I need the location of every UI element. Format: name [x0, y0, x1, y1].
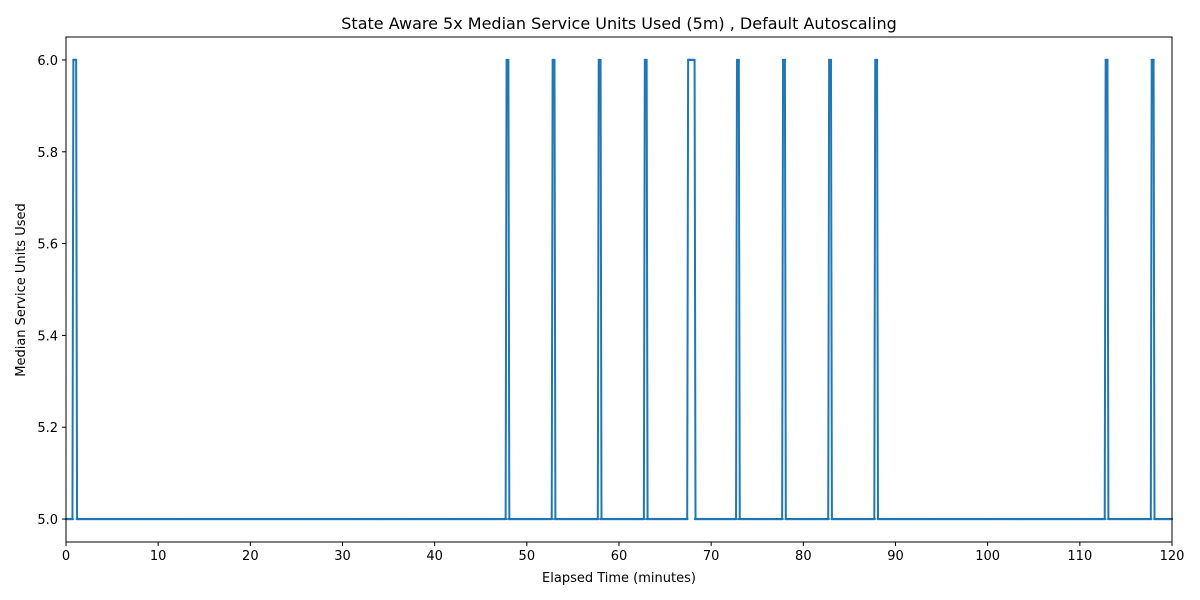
data-point: [504, 517, 508, 521]
x-axis: 0 10 20 30 40 50 60 70 80 90 100 110 120: [62, 542, 1185, 564]
data-point: [783, 58, 787, 62]
data-point: [827, 517, 830, 521]
x-tick-label: 60: [611, 549, 628, 564]
x-tick-label: 10: [150, 549, 167, 564]
data-point: [873, 517, 876, 521]
y-axis-label: Median Service Units Used: [14, 203, 29, 377]
data-point: [875, 58, 879, 62]
data-point: [597, 517, 600, 521]
data-point: [644, 58, 648, 62]
data-point: [686, 517, 689, 521]
data-point: [74, 58, 78, 62]
y-tick-label: 5.4: [37, 329, 58, 344]
data-point: [735, 517, 738, 521]
data-point: [1150, 517, 1153, 521]
x-tick-label: 50: [519, 549, 536, 564]
x-tick-label: 110: [1067, 549, 1092, 564]
x-axis-label: Elapsed Time (minutes): [542, 571, 696, 586]
x-tick-label: 20: [242, 549, 259, 564]
y-tick-label: 5.8: [37, 146, 58, 161]
y-axis: 5.0 5.2 5.4 5.6 5.8 6.0: [37, 54, 66, 528]
data-point: [829, 58, 833, 62]
data-point: [550, 517, 554, 521]
data-point: [552, 58, 555, 62]
x-tick-label: 100: [975, 549, 1000, 564]
y-tick-label: 5.2: [37, 421, 58, 436]
plot-frame: [65, 36, 1173, 543]
x-tick-label: 30: [334, 549, 351, 564]
data-point: [1103, 517, 1107, 521]
plot-area: [64, 58, 1174, 521]
x-tick-label: 0: [62, 549, 70, 564]
y-tick-label: 6.0: [37, 54, 58, 69]
chart-title: State Aware 5x Median Service Units Used…: [341, 14, 896, 33]
x-tick-label: 40: [426, 549, 443, 564]
data-point: [643, 517, 646, 521]
x-tick-label: 70: [703, 549, 720, 564]
data-point: [736, 58, 740, 62]
data-point: [598, 58, 601, 62]
x-tick-label: 120: [1160, 549, 1185, 564]
data-point: [781, 517, 784, 521]
data-point: [1152, 58, 1155, 62]
x-tick-label: 90: [887, 549, 904, 564]
data-point: [693, 58, 696, 62]
data-point: [506, 58, 509, 62]
series-line: [66, 58, 1172, 521]
data-point: [1106, 58, 1109, 62]
y-tick-label: 5.6: [37, 238, 58, 253]
y-tick-label: 5.0: [37, 513, 58, 528]
series-markers: [64, 58, 1174, 521]
data-point: [71, 517, 75, 521]
x-tick-label: 80: [795, 549, 812, 564]
